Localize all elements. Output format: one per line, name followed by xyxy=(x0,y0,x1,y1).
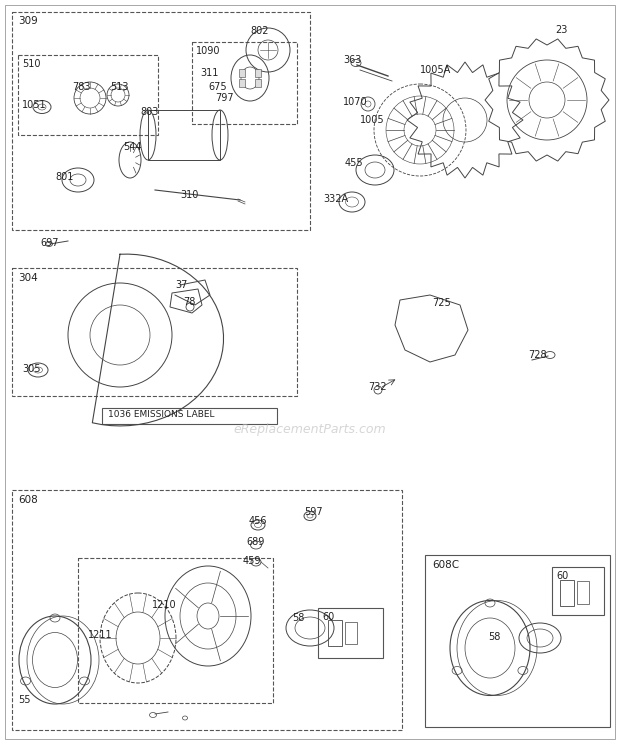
Bar xyxy=(102,408,277,424)
Text: 55: 55 xyxy=(18,695,30,705)
Text: 513: 513 xyxy=(110,82,128,92)
Bar xyxy=(239,79,245,87)
Text: 597: 597 xyxy=(304,507,322,517)
Text: 37: 37 xyxy=(175,280,187,290)
Bar xyxy=(18,55,158,135)
Text: 728: 728 xyxy=(528,350,547,360)
Text: 1090: 1090 xyxy=(196,46,221,56)
Text: 725: 725 xyxy=(432,298,451,308)
Text: 1070: 1070 xyxy=(343,97,368,107)
Text: 675: 675 xyxy=(208,82,227,92)
Text: 310: 310 xyxy=(180,190,198,200)
Bar xyxy=(425,555,610,727)
Text: 697: 697 xyxy=(40,238,58,248)
Text: 78: 78 xyxy=(183,297,195,307)
Bar xyxy=(192,42,297,124)
Text: 58: 58 xyxy=(488,632,500,642)
Bar xyxy=(577,581,589,604)
Text: 544: 544 xyxy=(123,142,141,152)
Text: 309: 309 xyxy=(18,16,38,26)
Bar xyxy=(560,580,574,606)
Bar xyxy=(12,268,297,396)
Bar xyxy=(78,558,273,703)
Text: 510: 510 xyxy=(22,59,40,69)
Bar xyxy=(345,622,357,644)
Text: 23: 23 xyxy=(555,25,567,35)
Bar xyxy=(552,567,604,615)
Text: 60: 60 xyxy=(556,571,569,581)
Text: 1211: 1211 xyxy=(88,630,113,640)
Text: 689: 689 xyxy=(246,537,264,547)
Bar xyxy=(328,620,342,646)
Text: 459: 459 xyxy=(243,556,262,566)
Text: 332A: 332A xyxy=(323,194,348,204)
Text: 455: 455 xyxy=(345,158,363,168)
Bar xyxy=(239,69,245,77)
Text: 797: 797 xyxy=(215,93,234,103)
Bar xyxy=(148,110,220,160)
Text: 1005: 1005 xyxy=(360,115,384,125)
Text: 60: 60 xyxy=(322,612,334,622)
Text: 783: 783 xyxy=(72,82,91,92)
Text: 305: 305 xyxy=(22,364,40,374)
Text: 608C: 608C xyxy=(432,560,459,570)
Text: 732: 732 xyxy=(368,382,387,392)
Text: 801: 801 xyxy=(55,172,73,182)
Bar xyxy=(255,79,261,87)
Text: 1051: 1051 xyxy=(22,100,46,110)
Text: 304: 304 xyxy=(18,273,38,283)
Text: 608: 608 xyxy=(18,495,38,505)
Bar xyxy=(318,608,383,658)
Bar xyxy=(12,490,402,730)
Text: 363: 363 xyxy=(343,55,361,65)
Text: 311: 311 xyxy=(200,68,218,78)
Text: 802: 802 xyxy=(250,26,268,36)
Text: 803: 803 xyxy=(140,107,158,117)
Bar xyxy=(255,69,261,77)
Text: 1210: 1210 xyxy=(152,600,177,610)
Bar xyxy=(12,12,310,230)
Text: 1036 EMISSIONS LABEL: 1036 EMISSIONS LABEL xyxy=(108,410,215,419)
Text: 58: 58 xyxy=(292,613,304,623)
Text: 456: 456 xyxy=(249,516,267,526)
Text: eReplacementParts.com: eReplacementParts.com xyxy=(234,423,386,437)
Text: 1005A: 1005A xyxy=(420,65,451,75)
